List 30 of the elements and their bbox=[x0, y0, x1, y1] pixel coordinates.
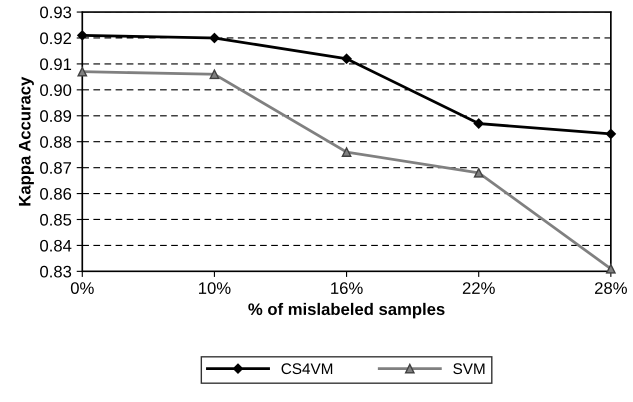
y-tick-label: 0.87 bbox=[40, 162, 72, 174]
x-tick-label: 22% bbox=[462, 282, 495, 294]
x-tick-label: 16% bbox=[331, 282, 363, 294]
point bbox=[474, 118, 484, 129]
point bbox=[209, 32, 220, 44]
y-tick-label: 0.92 bbox=[40, 32, 72, 44]
y-tick-label: 0.91 bbox=[40, 58, 72, 70]
y-tick-label: 0.85 bbox=[40, 214, 72, 226]
point bbox=[606, 264, 616, 274]
legend-label: SVM bbox=[453, 363, 484, 374]
point bbox=[341, 54, 352, 64]
point bbox=[210, 69, 220, 80]
x-axis-title: % of mislabeled samples bbox=[248, 302, 445, 318]
y-tick-label: 0.93 bbox=[40, 6, 72, 18]
point bbox=[77, 66, 88, 77]
x-tick-label: 28% bbox=[595, 282, 627, 294]
y-tick-label: 0.89 bbox=[40, 110, 72, 122]
x-tick-label: 0% bbox=[70, 282, 94, 294]
x-tick-label: 10% bbox=[199, 282, 231, 294]
point bbox=[342, 147, 352, 157]
point bbox=[606, 128, 616, 140]
y-axis-title: Kappa Accuracy bbox=[18, 76, 34, 206]
legend-label: CS4VM bbox=[282, 363, 332, 374]
point bbox=[474, 168, 484, 178]
y-tick-label: 0.83 bbox=[40, 266, 72, 278]
point bbox=[77, 30, 88, 41]
y-tick-label: 0.88 bbox=[40, 136, 72, 148]
y-tick-label: 0.84 bbox=[40, 240, 72, 252]
y-tick-label: 0.90 bbox=[40, 84, 72, 96]
y-tick-label: 0.86 bbox=[40, 188, 72, 200]
